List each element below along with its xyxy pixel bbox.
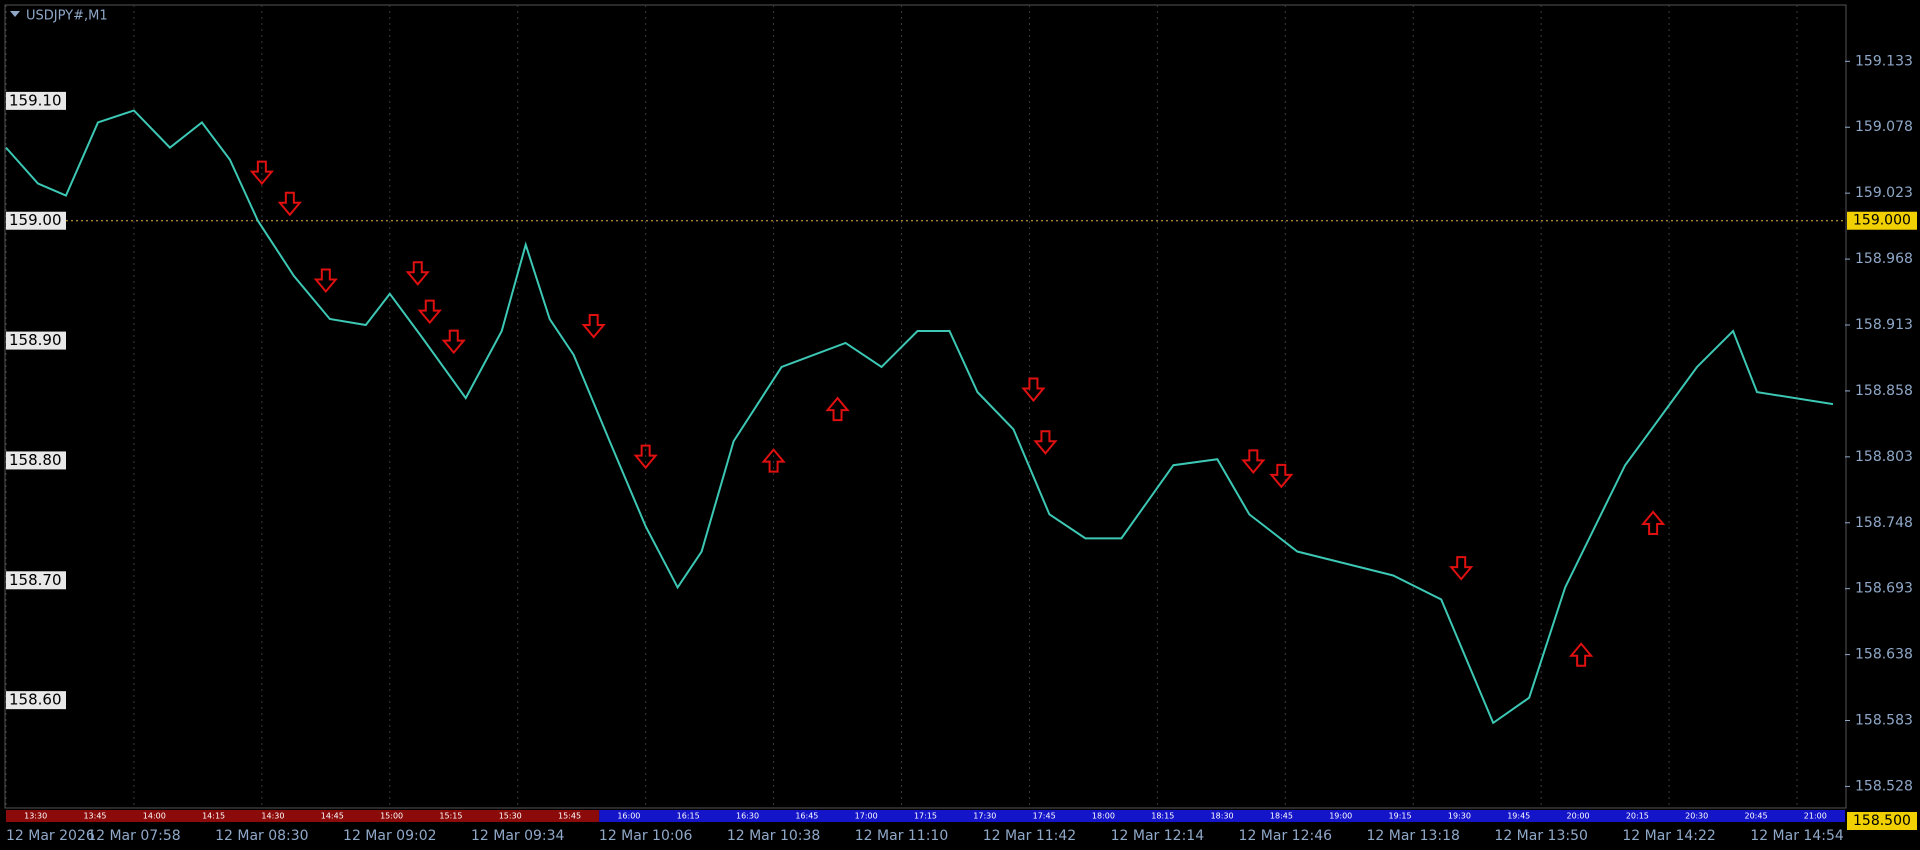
x-tick-label: 12 Mar 13:18 [1366, 828, 1459, 844]
level-label-bg [6, 571, 66, 590]
level-label-bg [6, 211, 66, 230]
signal-arrow-down [313, 268, 338, 294]
session-label: 20:45 [1744, 812, 1767, 821]
signal-arrow-up [761, 448, 786, 473]
session-label: 16:30 [736, 812, 759, 821]
session-strip [599, 810, 1845, 822]
level-label-bg [6, 331, 66, 350]
x-tick-label: 12 Mar 11:10 [855, 828, 948, 844]
x-tick-label: 12 Mar 12:46 [1239, 828, 1333, 844]
y-tick-label: 158.858 [1855, 383, 1913, 399]
session-label: 17:00 [855, 812, 878, 821]
x-tick-label: 12 Mar 13:50 [1494, 828, 1587, 844]
signal-arrow-down [633, 444, 658, 470]
x-tick-label: 12 Mar 10:06 [599, 828, 693, 844]
level-label: 158.70 [9, 571, 62, 589]
session-label: 20:15 [1626, 812, 1649, 821]
signal-arrow-down [1449, 556, 1474, 581]
session-label: 19:45 [1507, 812, 1530, 821]
y-tick-label: 158.693 [1855, 581, 1913, 597]
symbol-title: USDJPY#,M1 [26, 9, 108, 24]
signal-arrow-down [277, 191, 302, 217]
y-tick-label: 158.803 [1855, 449, 1913, 465]
session-label: 14:00 [143, 812, 166, 821]
y-tick-label: 158.583 [1855, 713, 1913, 729]
x-tick-label: 12 Mar 2026 [6, 828, 95, 844]
y-tick-label: 158.968 [1855, 251, 1913, 267]
level-label-bg [6, 691, 66, 710]
session-label: 19:30 [1448, 812, 1471, 821]
session-label: 15:00 [380, 812, 403, 821]
signal-arrow-down [1241, 449, 1266, 474]
signal-arrow-down [417, 299, 442, 325]
session-label: 13:45 [83, 812, 106, 821]
level-label-bg [6, 451, 66, 470]
signal-arrow-up [825, 396, 850, 422]
session-label: 13:30 [24, 812, 47, 821]
session-label: 18:15 [1151, 812, 1174, 821]
session-label: 17:30 [973, 812, 996, 821]
session-label: 18:30 [1211, 812, 1234, 821]
level-label: 159.00 [9, 211, 62, 229]
session-strip [6, 810, 600, 822]
signal-arrow-up [1569, 642, 1594, 667]
session-label: 16:45 [795, 812, 818, 821]
level-label-bg [6, 91, 66, 110]
signal-arrow-down [1033, 430, 1058, 455]
session-label: 18:45 [1270, 812, 1293, 821]
session-label: 16:15 [677, 812, 700, 821]
bid-label: 158.500 [1853, 813, 1911, 829]
y-tick-label: 159.023 [1855, 185, 1913, 201]
session-label: 19:15 [1389, 812, 1412, 821]
session-label: 14:45 [321, 812, 344, 821]
x-tick-label: 12 Mar 10:38 [727, 828, 820, 844]
x-tick-label: 12 Mar 09:02 [343, 828, 436, 844]
signal-arrow-down [581, 314, 606, 339]
session-label: 20:30 [1685, 812, 1708, 821]
signal-arrow-down [405, 261, 430, 286]
signal-arrow-down [249, 160, 274, 186]
session-label: 15:15 [439, 812, 462, 821]
session-label: 15:30 [499, 812, 522, 821]
level-label: 158.60 [9, 691, 62, 709]
session-label: 18:00 [1092, 812, 1115, 821]
y-tick-label: 158.528 [1855, 778, 1913, 794]
signal-arrow-down [1021, 377, 1046, 403]
session-label: 16:00 [617, 812, 640, 821]
plot-frame [4, 4, 1847, 809]
level-label: 158.80 [9, 451, 62, 469]
session-label: 17:15 [914, 812, 937, 821]
price-line-series [5, 109, 1834, 725]
session-label: 14:30 [261, 812, 284, 821]
y-tick-label: 159.078 [1855, 119, 1913, 135]
session-label: 15:45 [558, 812, 581, 821]
level-label: 159.10 [9, 91, 62, 109]
menu-triangle[interactable] [10, 11, 20, 17]
x-tick-label: 12 Mar 09:34 [471, 828, 565, 844]
x-tick-label: 12 Mar 14:22 [1622, 828, 1715, 844]
price-label-bg [1847, 211, 1917, 230]
y-tick-label: 158.748 [1855, 515, 1913, 531]
x-tick-label: 12 Mar 08:30 [215, 828, 308, 844]
session-label: 19:00 [1329, 812, 1352, 821]
y-tick-label: 158.913 [1855, 317, 1913, 333]
signal-arrow-up [1640, 510, 1666, 535]
price-label: 159.000 [1853, 213, 1911, 229]
session-label: 20:00 [1567, 812, 1590, 821]
bid-label-bg [1847, 812, 1917, 830]
session-label: 14:15 [202, 812, 225, 821]
x-tick-label: 12 Mar 14:54 [1750, 828, 1844, 844]
y-tick-label: 159.133 [1855, 53, 1913, 69]
level-label: 158.90 [9, 331, 62, 349]
signal-arrow-down [441, 329, 466, 355]
session-label: 17:45 [1033, 812, 1056, 821]
signal-arrow-down [1269, 463, 1294, 489]
x-tick-label: 12 Mar 07:58 [87, 828, 180, 844]
session-label: 21:00 [1804, 812, 1827, 821]
y-tick-label: 158.638 [1855, 647, 1913, 663]
x-tick-label: 12 Mar 11:42 [983, 828, 1076, 844]
x-tick-label: 12 Mar 12:14 [1111, 828, 1205, 844]
